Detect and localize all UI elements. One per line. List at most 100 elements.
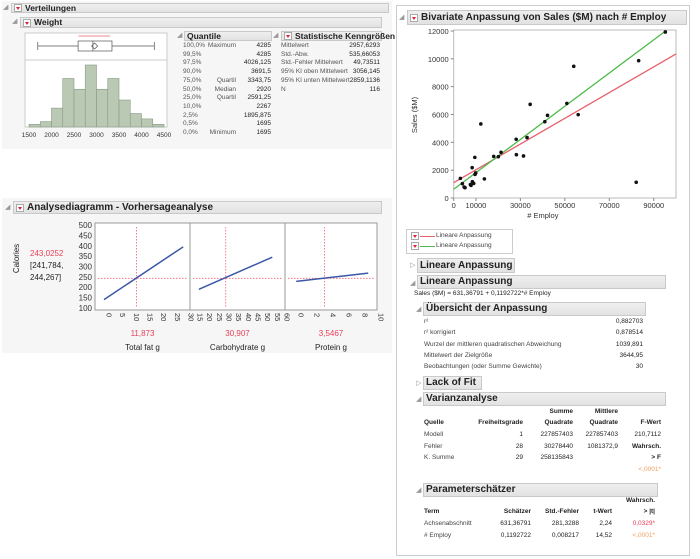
- legend-label[interactable]: Lineare Anpassung: [436, 232, 492, 239]
- red-triangle-menu-icon[interactable]: [411, 232, 419, 240]
- stat-value: 3056,145: [352, 68, 380, 76]
- section-title: Lack of Fit: [426, 377, 477, 388]
- summary-label: r² korrigiert: [424, 329, 456, 337]
- quantile-percent: 25,0%: [183, 94, 202, 102]
- column-header: Schätzer: [503, 508, 531, 515]
- x-axis-label: # Employ: [527, 211, 559, 220]
- x-tick-label: 70000: [599, 201, 620, 210]
- row-label: Modell: [424, 431, 444, 438]
- disclosure-icon[interactable]: ◢: [5, 204, 11, 211]
- red-triangle-menu-icon[interactable]: [16, 203, 24, 212]
- quantile-value: 1695: [256, 120, 271, 128]
- disclosure-icon[interactable]: ◢: [410, 280, 416, 287]
- x-tick-label: 25: [215, 313, 224, 321]
- anova-header[interactable]: Varianzanalyse: [423, 392, 666, 406]
- disclosure-icon[interactable]: ◢: [399, 14, 405, 21]
- disclosure-icon[interactable]: ◢: [273, 32, 279, 39]
- x-tick-label: 15: [196, 313, 205, 321]
- disclosure-icon[interactable]: ◢: [416, 396, 422, 403]
- disclosure-icon[interactable]: ◢: [12, 18, 18, 25]
- column-header: Term: [424, 508, 440, 515]
- quantile-percent: 75,0%: [183, 76, 202, 84]
- stats-header[interactable]: Statistische Kenngrößen: [281, 31, 395, 41]
- x-tick-label: 0: [452, 201, 456, 210]
- x-tick-label: 5: [118, 313, 127, 317]
- cell-value: 28: [515, 442, 523, 450]
- section-title: Lineare Anpassung: [420, 259, 513, 271]
- data-point: [482, 177, 487, 181]
- fit-header-collapsed[interactable]: Lineare Anpassung: [417, 258, 515, 273]
- quantile-percent: 0,5%: [183, 120, 198, 128]
- data-point: [636, 58, 641, 63]
- quantile-label: Quartil: [216, 76, 236, 84]
- data-point: [528, 102, 532, 107]
- lack-of-fit-header[interactable]: Lack of Fit: [423, 376, 482, 390]
- y-tick-label: 4000: [432, 138, 449, 147]
- cell-value: Wahrsch.: [631, 442, 661, 450]
- quantile-value: 3343,75: [247, 76, 272, 84]
- x-tick-label: 1500: [22, 132, 37, 139]
- quantile-percent: 90,0%: [183, 68, 202, 76]
- column-header: F-Wert: [640, 419, 661, 426]
- quantile-percent: 100,0%: [183, 42, 206, 49]
- weight-header[interactable]: Weight: [20, 17, 382, 28]
- disclosure-icon[interactable]: ◢: [177, 32, 183, 39]
- red-triangle-menu-icon[interactable]: [411, 242, 419, 250]
- quantile-label: Median: [214, 85, 236, 93]
- red-triangle-menu-icon[interactable]: [410, 13, 418, 22]
- x-tick-label: 2: [313, 313, 322, 317]
- disclosure-icon[interactable]: ◢: [416, 487, 422, 494]
- stat-label: N: [281, 85, 286, 93]
- row-label: Achsenabschnitt: [424, 520, 472, 527]
- params-header[interactable]: Parameterschätzer: [423, 483, 658, 497]
- cell-value: 0,0329*: [632, 520, 655, 527]
- disclosure-icon[interactable]: ◢: [416, 306, 422, 313]
- quantile-value: 2591,25: [247, 94, 272, 102]
- summary-value: 0,878514: [615, 329, 643, 337]
- red-triangle-menu-icon[interactable]: [284, 32, 292, 40]
- y-tick-label: 12000: [428, 27, 449, 36]
- x-tick-label: 4500: [157, 132, 172, 139]
- quantiles-header[interactable]: Quantile: [184, 31, 272, 41]
- data-point: [463, 185, 467, 190]
- variable-title: Weight: [34, 17, 63, 28]
- x-tick-label: 45: [253, 313, 262, 321]
- fit-equation: Sales ($M) = 631,36791 + 0,1192722*# Emp…: [414, 290, 551, 297]
- data-point: [543, 119, 547, 124]
- scatter-chart: 0 2000 4000 6000 8000 10000 12000 0 10000 30000 50…: [410, 27, 677, 220]
- cell-value: 210,7112: [634, 431, 661, 438]
- stat-value: 116: [369, 85, 380, 93]
- summary-header[interactable]: Übersicht der Anpassung: [423, 302, 646, 316]
- factor-label: Protein g: [315, 343, 347, 352]
- collapsed-disclosure-icon[interactable]: ▷: [410, 262, 416, 269]
- legend-label[interactable]: Lineare Anpassung: [436, 242, 492, 249]
- collapsed-disclosure-icon[interactable]: ▷: [416, 380, 422, 387]
- y-tick-label: 250: [79, 273, 93, 282]
- red-triangle-menu-icon[interactable]: [23, 18, 31, 27]
- section-title: Lineare Anpassung: [420, 276, 513, 287]
- y-tick-label: 10000: [428, 55, 449, 64]
- y-tick-label: 2000: [432, 166, 449, 175]
- bivariate-header[interactable]: Bivariate Anpassung von Sales ($M) nach …: [407, 10, 687, 25]
- data-point: [514, 137, 518, 142]
- summary-value: 0,882703: [615, 318, 643, 325]
- distributions-header[interactable]: Verteilungen: [11, 3, 389, 13]
- disclosure-icon[interactable]: ◢: [3, 4, 9, 11]
- p-value: <,0001*: [638, 466, 661, 473]
- column-header: Freiheitsgrade: [478, 419, 523, 426]
- x-tick-label: 20: [205, 313, 214, 321]
- y-tick-label: 500: [79, 221, 93, 230]
- quantile-value: 1695: [256, 129, 271, 136]
- column-header: Summe: [549, 408, 573, 415]
- profiler-header[interactable]: Analysediagramm - Vorhersageanalyse: [13, 201, 382, 214]
- fit-line: [453, 30, 666, 190]
- quantile-label: Maximum: [207, 42, 236, 49]
- fit-header[interactable]: Lineare Anpassung: [417, 275, 666, 289]
- fit-legend: [406, 229, 513, 254]
- x-tick-label: 0: [297, 313, 306, 317]
- data-point: [458, 176, 463, 181]
- red-triangle-menu-icon[interactable]: [14, 4, 22, 12]
- quantile-value: 2920: [256, 85, 271, 93]
- section-title: Analysediagramm - Vorhersageanalyse: [27, 201, 214, 213]
